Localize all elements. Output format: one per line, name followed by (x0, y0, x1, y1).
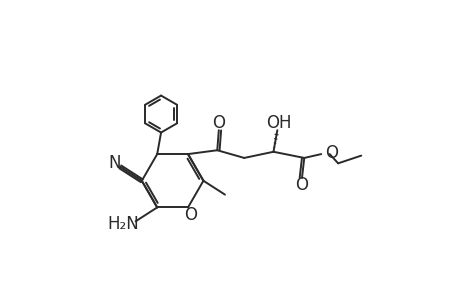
Text: O: O (295, 176, 308, 194)
Text: O: O (184, 206, 197, 224)
Text: N: N (108, 154, 121, 172)
Text: O: O (212, 114, 225, 132)
Text: OH: OH (266, 114, 291, 132)
Text: O: O (325, 144, 337, 162)
Text: H₂N: H₂N (107, 215, 139, 233)
